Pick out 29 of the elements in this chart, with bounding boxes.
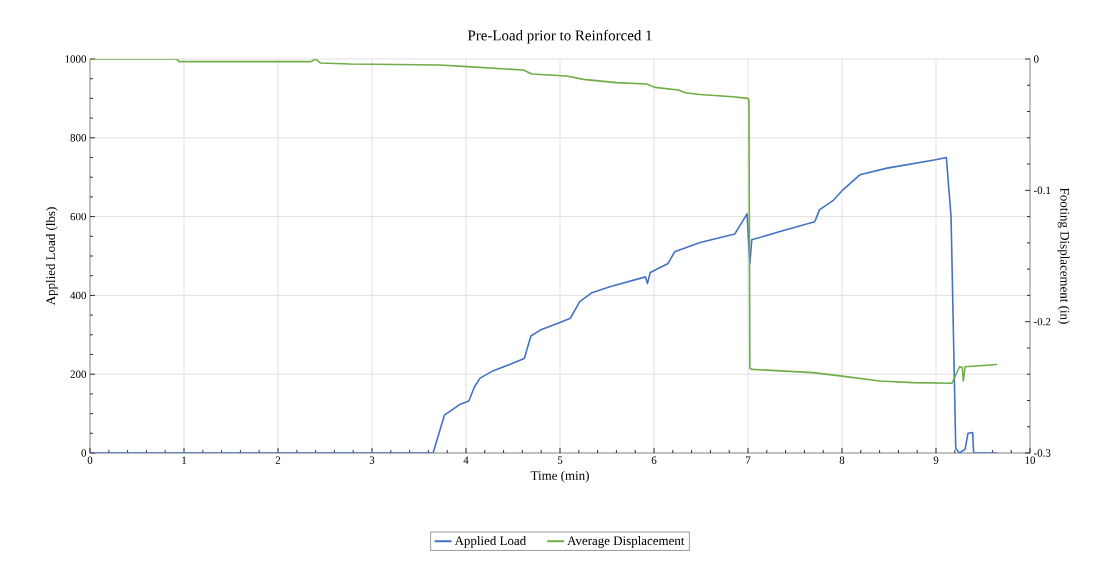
y-tick-label: 1000: [65, 55, 87, 63]
legend-label: Average Displacement: [567, 535, 685, 548]
x-tick-label: 5: [557, 456, 563, 464]
y2-axis-title: Footing Displacement (in): [1057, 188, 1070, 324]
y-axis-title: Applied Load (lbs): [45, 207, 58, 306]
y-tick-label: 400: [70, 291, 87, 300]
x-axis-title: Time (min): [530, 470, 589, 483]
y2-tick-label: -0.3: [1033, 449, 1051, 457]
y2-tick-label: -0.2: [1033, 317, 1051, 326]
line-series: [90, 156, 998, 453]
line-series: [90, 59, 998, 385]
y2-tick-label: 0: [1033, 55, 1039, 63]
x-tick-label: 1: [182, 456, 187, 464]
x-tick-label: 10: [1025, 456, 1036, 464]
y-tick-label: 200: [70, 370, 87, 378]
x-tick-label: 0: [87, 456, 93, 464]
x-tick-label: 2: [275, 456, 281, 464]
y-tick-label: 800: [70, 134, 87, 142]
chart-title: Pre-Load prior to Reinforced 1: [467, 29, 652, 44]
y-tick-label: 600: [70, 212, 87, 221]
x-tick-label: 3: [369, 456, 375, 464]
x-tick-label: 8: [839, 456, 845, 464]
y-tick-label: 0: [81, 449, 87, 457]
y2-tick-label: -0.1: [1033, 186, 1051, 195]
x-tick-label: 7: [745, 456, 751, 464]
x-tick-label: 4: [463, 456, 469, 464]
x-tick-label: 9: [933, 456, 939, 464]
legend-label: Applied Load: [454, 535, 526, 548]
x-tick-label: 6: [651, 456, 657, 464]
